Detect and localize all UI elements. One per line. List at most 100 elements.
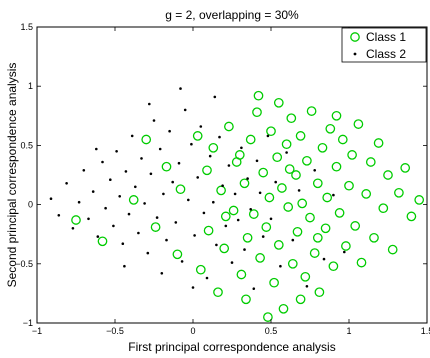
class-2-point [180,260,184,263]
class-2-point [252,287,256,291]
class-2-point [155,216,159,219]
class-2-point [213,95,217,99]
class-2-point [49,197,53,200]
class-2-point [162,192,165,196]
legend-marker-class-1 [350,32,360,42]
class-2-point [149,172,153,176]
class-2-point [297,189,301,192]
class-2-point [233,192,237,196]
y-tick-label: −0.5 [15,259,33,269]
class-2-point [109,178,112,181]
class-1-point [331,161,342,172]
class-1-point [306,106,317,116]
y-tick-label: 1 [28,81,33,91]
class-1-point [264,192,275,203]
chart-title: g = 2, overlapping = 30% [165,8,299,22]
class-2-point [261,235,265,238]
class-2-point [212,200,215,204]
class-1-point [284,164,295,174]
class-2-point [187,198,190,202]
class-2-point [146,251,150,255]
class-1-point [305,212,315,223]
class-1-point [71,215,81,225]
class-1-point [300,271,311,282]
class-2-point [258,191,262,195]
class-1-point [337,134,348,145]
x-tick-label: −1 [32,326,42,336]
class-1-point [281,139,292,150]
plot-area-frame [36,26,428,324]
class-1-point [241,294,251,305]
class-2-point [343,250,346,254]
axis-ticks: −1 −0.5 0 0.5 1 1.5 −1 −0.5 0 0.5 1 1.5 [15,22,430,336]
class-1-point [295,294,306,305]
class-1-point [273,97,284,108]
class-1-point [245,134,256,145]
class-1-point [236,269,247,280]
class-1-point [277,183,287,193]
class-2-point [291,238,295,242]
class-2-point [230,261,234,264]
y-axis-label: Second principal correspondence analysis [5,63,19,288]
class-1-point [331,110,342,121]
class-2-point [227,164,231,167]
class-2-point [91,190,95,193]
class-1-point [356,257,367,268]
class-2-point [269,217,273,221]
class-1-point [322,192,333,203]
class-2-point [152,119,156,122]
class-1-point [255,253,265,263]
class-2-point [279,264,282,268]
x-tick-label: 1.5 [421,326,430,336]
class-2-point [255,159,259,163]
class-1-point [361,189,372,199]
legend-marker-class-2 [353,52,357,56]
legend-label-class-2: Class 2 [366,47,406,61]
class-2-point [274,180,278,184]
class-1-point [302,155,312,166]
class-2-point [177,161,181,165]
class-1-point [312,178,323,189]
class-1-point [203,225,214,236]
class-1-point [292,226,303,237]
class-1-point [228,205,239,216]
class-1-point [344,180,354,191]
class-2-point [240,146,243,150]
class-1-point [295,131,306,141]
class-2-point [143,202,146,205]
class-1-point [287,258,298,269]
class-1-point [150,222,161,232]
class-2-point [179,87,182,90]
class-2-point [112,224,115,228]
class-2-point [158,147,162,151]
class-1-point [195,264,206,275]
class-1-point [394,187,404,198]
class-1-point [239,178,250,189]
class-1-point [325,123,336,134]
legend: Class 1 Class 2 [341,27,427,63]
class-2-point [124,170,128,173]
class-1-point [317,142,328,153]
class-1-point [314,287,325,298]
class-1-point [242,232,253,243]
class-1-point [414,195,425,205]
y-tick-label: 1.5 [20,22,33,32]
class-1-point [387,244,398,255]
class-2-point [205,276,209,280]
y-tick-label: 0.5 [20,140,33,150]
class-2-point [96,235,100,238]
class-1-point [263,312,273,322]
class-1-point [224,121,234,132]
class-2-point [246,177,249,180]
class-2-point [104,206,107,210]
class-1-point [334,208,345,218]
class-1-point [213,287,223,298]
class-2-point [332,193,335,197]
class-1-point [328,261,339,272]
class-2-point [123,264,126,268]
class-1-point [248,209,259,219]
class-2-point [215,243,218,247]
class-2-point [87,217,90,221]
class-2-point [118,195,121,198]
class-2-point [322,257,326,261]
